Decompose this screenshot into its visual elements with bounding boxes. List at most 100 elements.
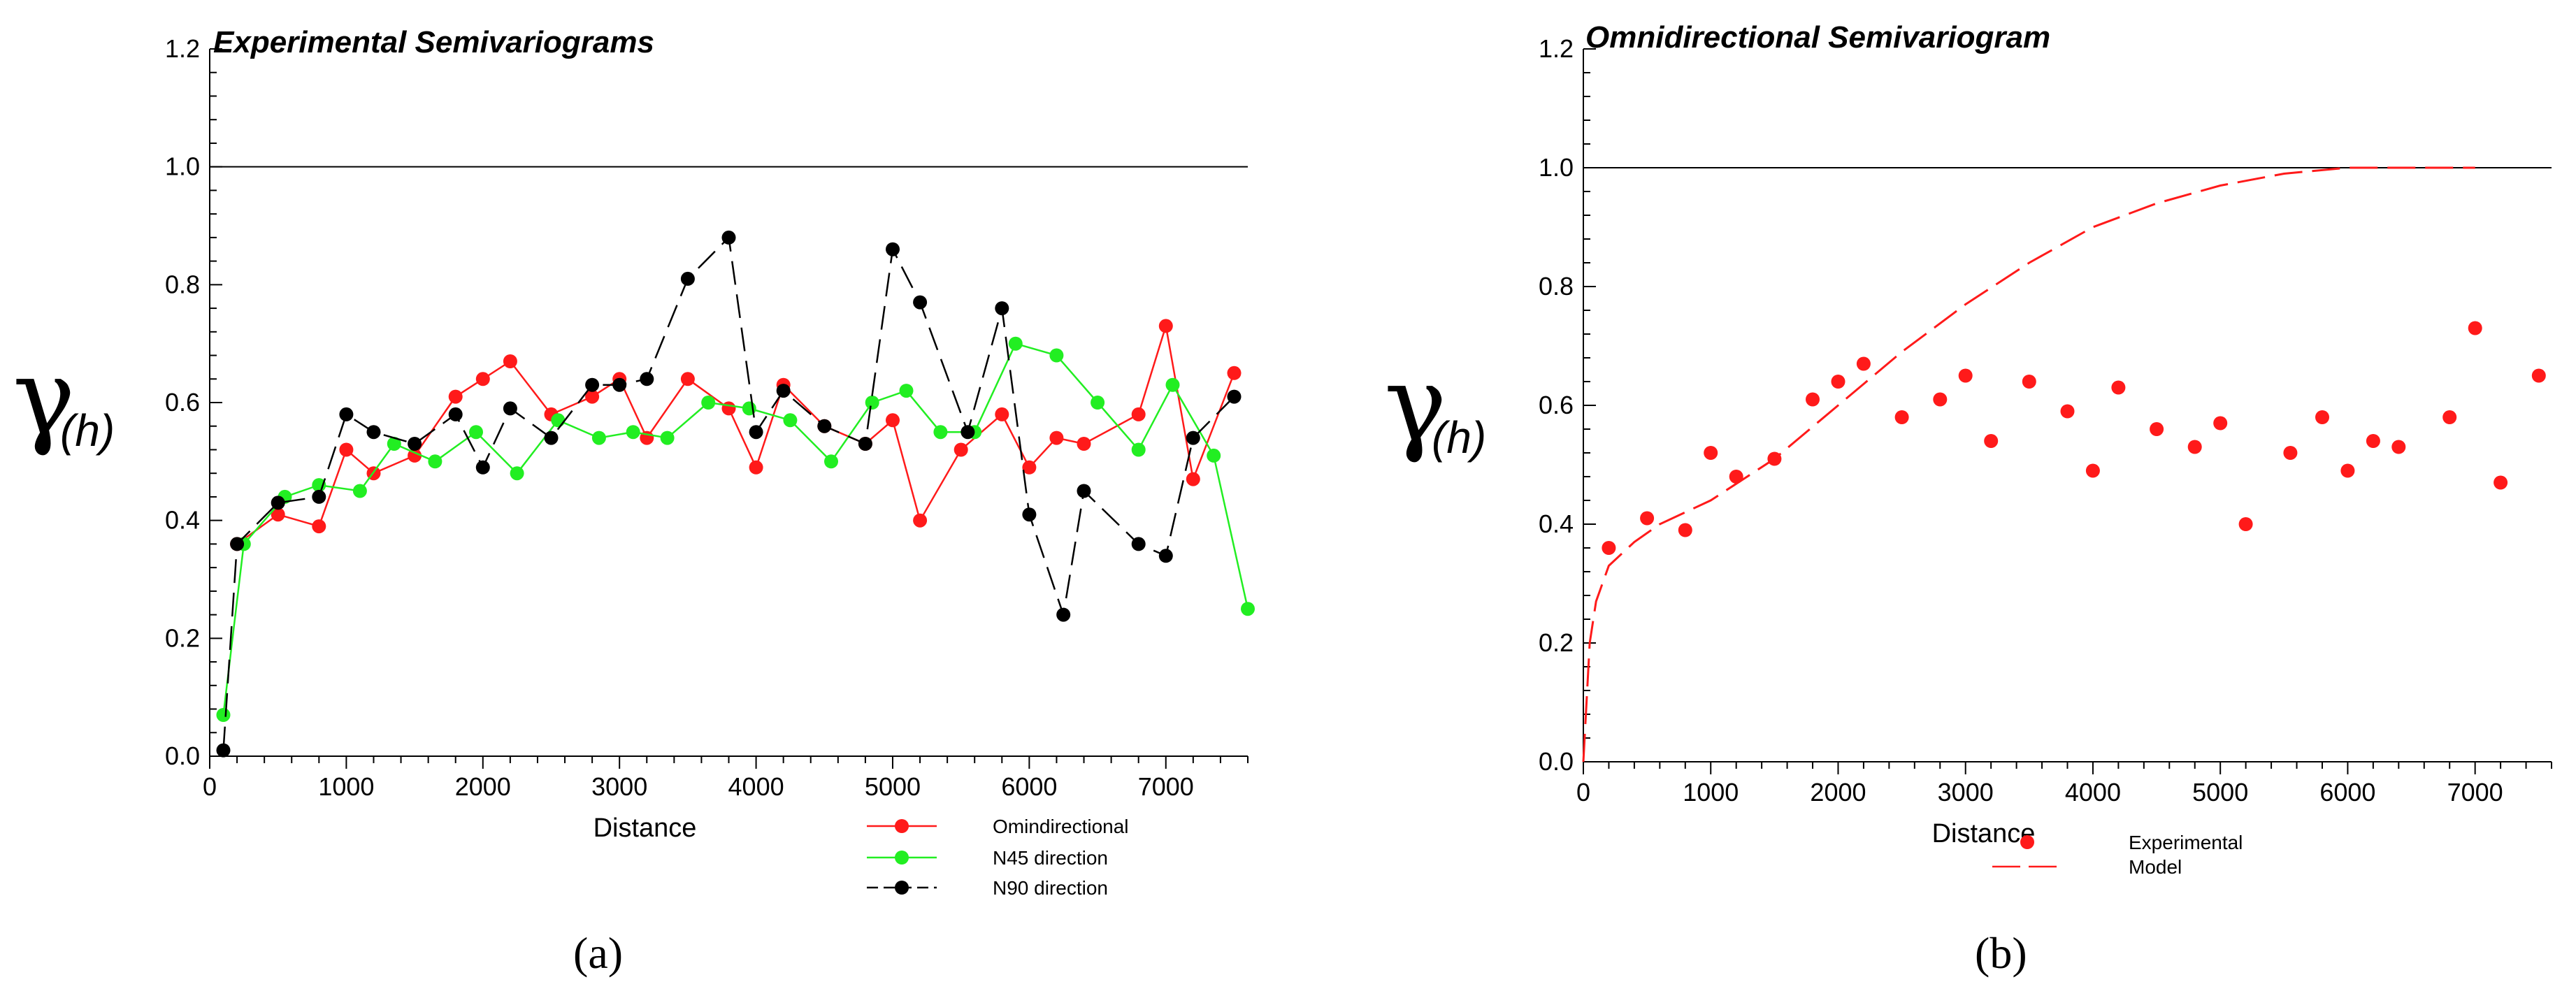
data-point <box>1640 511 1655 526</box>
data-point <box>1056 607 1071 622</box>
data-point <box>408 448 422 463</box>
data-point <box>1602 541 1616 555</box>
data-point <box>1049 348 1064 363</box>
data-point <box>408 437 422 451</box>
data-point <box>1933 392 1948 407</box>
y-tick-label: 0.4 <box>1539 509 1574 538</box>
data-point <box>1678 523 1692 537</box>
legend-marker <box>2020 835 2034 849</box>
x-tick-label: 6000 <box>2319 778 2375 807</box>
model-curve <box>1582 166 2475 762</box>
x-tick-label: 0 <box>1576 778 1590 807</box>
x-tick-label: 4000 <box>728 772 784 801</box>
data-point <box>995 301 1009 316</box>
data-point <box>2111 380 2126 395</box>
data-point <box>749 425 763 440</box>
y-tick-label: 0.2 <box>165 623 200 652</box>
y-tick-label: 0.0 <box>165 742 200 770</box>
data-point <box>1131 407 1146 421</box>
data-point <box>585 377 600 392</box>
data-point <box>339 442 354 457</box>
data-point <box>1077 484 1091 498</box>
data-point <box>2150 422 2164 436</box>
data-point <box>2187 440 2202 454</box>
y-axis-label-subscript: (h) <box>60 405 115 456</box>
x-tick-label: 3000 <box>591 772 647 801</box>
data-point <box>1207 448 1221 463</box>
data-point <box>1049 431 1064 445</box>
y-axis-label-subscript: (h) <box>1432 412 1486 463</box>
data-point <box>995 407 1009 421</box>
data-point <box>503 354 517 368</box>
data-point <box>1227 389 1242 404</box>
data-point <box>2022 375 2036 389</box>
legend-marker <box>895 851 909 865</box>
data-point <box>312 519 326 534</box>
y-tick-label: 0.6 <box>1539 391 1574 419</box>
legend-label: Experimental <box>2129 832 2243 853</box>
data-point <box>271 507 285 522</box>
data-point <box>1767 451 1782 466</box>
data-point <box>2442 410 2457 424</box>
data-point <box>591 431 606 445</box>
data-point <box>216 743 231 758</box>
data-point <box>230 537 245 551</box>
y-tick-label: 1.2 <box>1539 34 1574 63</box>
data-point <box>366 425 381 440</box>
data-point <box>312 489 326 504</box>
data-point <box>2060 404 2075 419</box>
legend-label: Omindirectional <box>993 816 1129 837</box>
legend-label: N90 direction <box>993 877 1108 899</box>
data-point <box>1022 507 1037 522</box>
y-tick-label: 1.0 <box>1539 153 1574 182</box>
data-point <box>2366 434 2380 448</box>
data-point <box>954 442 968 457</box>
legend: Omindirectional N45 direction N90 directio… <box>867 816 1129 899</box>
data-point <box>1856 356 1871 371</box>
data-point <box>865 396 879 410</box>
data-point <box>1165 377 1180 392</box>
data-point <box>612 377 627 392</box>
legend-marker <box>895 881 909 895</box>
data-point <box>352 484 367 498</box>
data-point <box>817 419 832 433</box>
x-tick-label: 0 <box>203 772 217 801</box>
panel-b-omnidirectional-semivariogram: 0.0 0.2 0.4 0.6 0.8 1.0 1.2 0 1000 2000 3000 4000 50… <box>1384 20 2552 978</box>
data-point <box>387 437 401 451</box>
data-point <box>551 413 566 428</box>
data-point <box>2213 416 2228 431</box>
panel-caption: (a) <box>573 928 623 978</box>
data-point <box>933 425 948 440</box>
data-point <box>824 454 838 469</box>
y-tick-label: 0.8 <box>165 270 200 298</box>
data-point <box>913 513 928 528</box>
y-axis-label-gamma: γ <box>1384 344 1447 465</box>
legend-label: N45 direction <box>993 847 1108 869</box>
data-point <box>1806 392 1820 407</box>
data-point <box>1077 437 1091 451</box>
data-point <box>428 454 442 469</box>
data-point <box>2283 446 2298 460</box>
data-point <box>271 496 285 510</box>
data-point <box>1227 366 1242 380</box>
data-point <box>680 372 695 386</box>
data-point <box>1831 375 1845 389</box>
data-point <box>660 431 675 445</box>
data-point <box>886 413 900 428</box>
x-tick-label: 2000 <box>1810 778 1866 807</box>
chart-title: Experimental Semivariograms <box>213 25 654 59</box>
data-point <box>721 230 736 245</box>
x-axis-label: Distance <box>593 813 697 843</box>
data-point <box>510 466 524 481</box>
data-point <box>1131 537 1146 551</box>
data-point <box>776 384 791 398</box>
data-point <box>1704 446 1718 460</box>
data-point <box>783 413 798 428</box>
data-point <box>585 389 600 404</box>
y-tick-label: 0.2 <box>1539 628 1574 657</box>
data-point <box>680 271 695 286</box>
y-tick-label: 1.0 <box>165 152 200 181</box>
x-tick-label: 6000 <box>1001 772 1057 801</box>
data-point <box>749 460 763 475</box>
data-point <box>1158 549 1173 563</box>
